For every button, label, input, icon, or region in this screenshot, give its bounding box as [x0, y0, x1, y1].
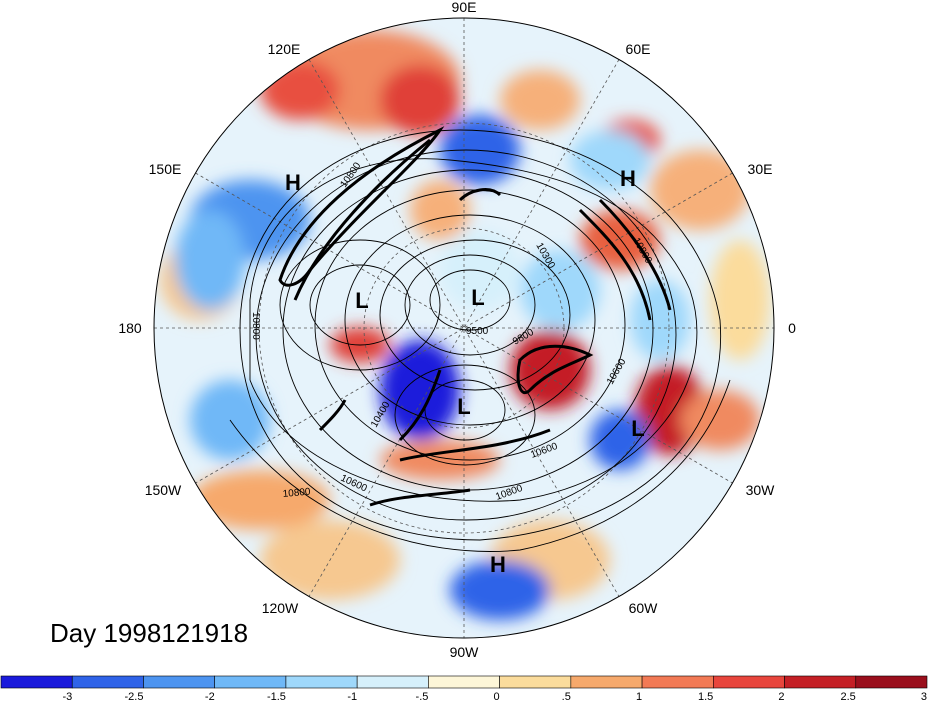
colorbar-box — [428, 675, 500, 689]
colorbar-box — [356, 675, 429, 689]
contour-label: 10800 — [250, 312, 261, 340]
colorbar-box — [570, 675, 643, 689]
colorbar-tick-label: 2.5 — [840, 691, 855, 702]
colorbar-box — [214, 675, 287, 689]
colorbar-tick-label: .5 — [562, 691, 571, 702]
colorbar-tick-label: -1 — [347, 691, 357, 702]
lon-label-90e: 90E — [452, 0, 477, 15]
pressure-centers: H H L L L L H — [285, 166, 645, 577]
map-title: Day 1998121918 — [50, 618, 249, 648]
lon-label-150e: 150E — [149, 161, 182, 177]
colorbar-tick-label: -3 — [62, 691, 72, 702]
low-center-label: L — [631, 416, 644, 441]
low-center-label: L — [471, 285, 484, 310]
lon-label-150w: 150W — [145, 482, 182, 498]
colorbar-box — [71, 675, 144, 689]
lon-label-30e: 30E — [748, 161, 773, 177]
colorbar-tick-label: -.5 — [416, 691, 429, 702]
lon-label-60w: 60W — [629, 600, 659, 616]
lon-label-60e: 60E — [626, 41, 651, 57]
colorbar-ticks: -3 -2.5 -2 -1.5 -1 -.5 0 .5 1 1.5 2 2.5 3 — [62, 691, 927, 702]
contour-label: 10800 — [282, 487, 311, 500]
longitude-labels: 90E 60E 30E 0 30W 60W 90W 120W 150W 180 … — [118, 0, 796, 660]
contour-label: 9500 — [466, 326, 489, 337]
high-center-label: H — [490, 552, 506, 577]
colorbar-tick-label: 1.5 — [698, 691, 713, 702]
lon-label-120w: 120W — [262, 600, 299, 616]
colorbar-box — [143, 675, 215, 689]
lon-label-120e: 120E — [268, 41, 301, 57]
colorbar-box — [499, 675, 572, 689]
polar-map: 90E 60E 30E 0 30W 60W 90W 120W 150W 180 … — [118, 0, 796, 660]
colorbar-tick-label: 3 — [921, 691, 927, 702]
colorbar-box — [784, 675, 857, 689]
colorbar-box — [285, 675, 358, 689]
colorbar-tick-label: 1 — [636, 691, 642, 702]
colorbar: -3 -2.5 -2 -1.5 -1 -.5 0 .5 1 1.5 2 2.5 3 — [0, 675, 928, 702]
colorbar-tick-label: 0 — [493, 691, 499, 702]
colorbar-tick-label: -2.5 — [124, 691, 143, 702]
high-center-label: H — [620, 166, 636, 191]
lon-label-90w: 90W — [450, 644, 480, 660]
lon-label-0: 0 — [788, 320, 796, 336]
colorbar-tick-label: -2 — [205, 691, 215, 702]
high-center-label: H — [285, 170, 301, 195]
lon-label-180: 180 — [118, 320, 142, 336]
low-center-label: L — [457, 394, 470, 419]
colorbar-tick-label: -1.5 — [267, 691, 286, 702]
height-contours — [229, 129, 731, 552]
low-center-label: L — [355, 288, 368, 313]
colorbar-boxes — [0, 675, 928, 689]
jet-contours — [278, 126, 672, 507]
lon-label-30w: 30W — [746, 482, 776, 498]
colorbar-box — [0, 675, 73, 689]
map-border — [153, 17, 775, 639]
colorbar-box — [713, 675, 785, 689]
colorbar-tick-label: 2 — [778, 691, 784, 702]
colorbar-box — [855, 675, 928, 689]
colorbar-box — [641, 675, 714, 689]
